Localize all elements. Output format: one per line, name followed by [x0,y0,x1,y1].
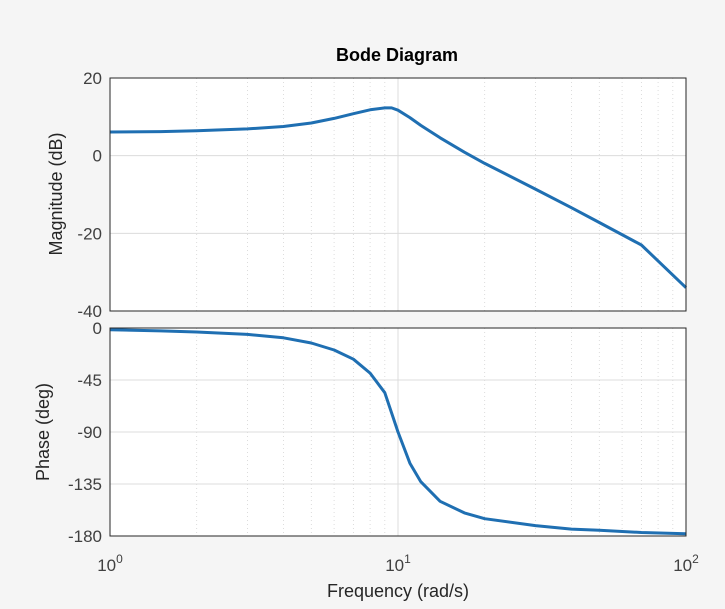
x-tick-label: 102 [673,552,699,575]
phase-panel: 0 -45 -90 -135 -180 Phase (deg) [33,319,687,546]
y-tick-label: -40 [77,302,102,321]
y-tick-label: 0 [93,147,102,166]
y-tick-label: -180 [68,527,102,546]
y-tick-label: 20 [83,69,102,88]
x-ticks: 100 101 102 [97,552,699,575]
y-tick-label: -90 [77,423,102,442]
phase-axes-box [109,327,687,537]
phase-ylabel: Phase (deg) [33,383,53,481]
x-tick-label: 101 [385,552,411,575]
phase-series-line [109,328,687,536]
x-axis-label: Frequency (rad/s) [327,581,469,601]
magnitude-panel: 20 0 -20 -40 Magnitude (dB) [46,69,688,321]
x-tick-label: 100 [97,552,123,575]
magnitude-ylabel: Magnitude (dB) [46,132,66,255]
y-tick-label: -135 [68,475,102,494]
phase-y-ticks: 0 -45 -90 -135 -180 [68,319,102,546]
magnitude-series-line [109,106,688,289]
y-tick-label: -45 [77,371,102,390]
chart-title: Bode Diagram [336,45,458,65]
y-tick-label: 0 [93,319,102,338]
y-tick-label: -20 [77,224,102,243]
magnitude-y-ticks: 20 0 -20 -40 [77,69,102,321]
magnitude-axes-box [109,77,687,312]
